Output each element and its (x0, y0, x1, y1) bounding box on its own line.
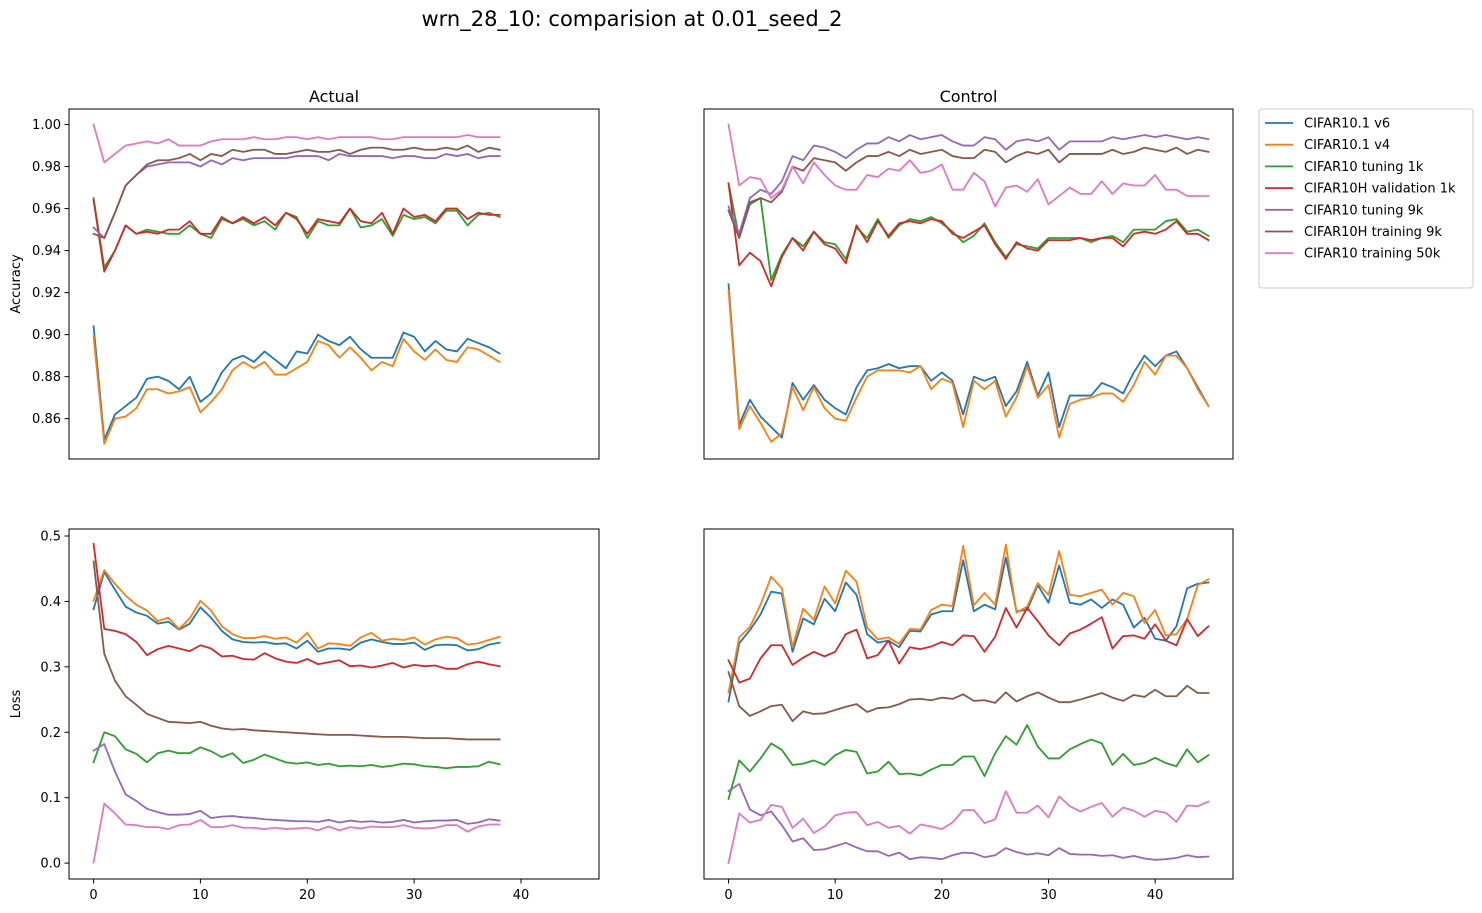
y-tick-label: 0.3 (40, 660, 61, 675)
y-tick-label: 0.0 (40, 857, 61, 872)
legend-box (1258, 108, 1474, 289)
subplot-title: Control (940, 87, 998, 106)
legend-item: CIFAR10 tuning 9k (1265, 203, 1424, 218)
y-tick-label: 0.96 (32, 202, 61, 217)
legend-label: CIFAR10H training 9k (1304, 225, 1442, 240)
y-tick-label: 0.1 (40, 791, 61, 806)
series-line-4 (92, 199, 501, 273)
series-line-4 (727, 607, 1210, 684)
y-tick-label: 0.4 (40, 595, 61, 610)
series-line-6 (727, 670, 1210, 723)
y-axis-label: Loss (9, 690, 24, 719)
series-line-7 (92, 802, 501, 864)
axes-frame (68, 108, 600, 460)
series-line-6 (92, 560, 501, 741)
subplot-title: Actual (309, 87, 359, 106)
series-line-1 (92, 571, 501, 653)
legend-item: CIFAR10 training 50k (1265, 247, 1441, 262)
series-lines (727, 543, 1210, 865)
x-tick-label: 40 (1147, 888, 1164, 903)
y-axis-label: Accuracy (9, 254, 24, 314)
y-tick-label: 0.86 (32, 412, 61, 427)
series-line-6 (727, 146, 1210, 239)
y-tick-label: 0.5 (40, 530, 61, 545)
legend-item: CIFAR10.1 v6 (1265, 117, 1390, 132)
legend: CIFAR10.1 v6 CIFAR10.1 v4 CIFAR10 tuning 1… (1258, 108, 1474, 289)
x-tick-label: 10 (192, 888, 209, 903)
y-tick-label: 0.94 (32, 244, 61, 259)
series-line-2 (92, 569, 501, 650)
legend-label: CIFAR10 tuning 9k (1304, 203, 1424, 218)
series-line-5 (92, 743, 501, 825)
series-line-1 (727, 283, 1210, 439)
series-line-4 (727, 182, 1210, 288)
x-tick-label: 0 (89, 888, 97, 903)
series-line-3 (92, 731, 501, 770)
legend-label: CIFAR10 tuning 1k (1304, 160, 1424, 175)
series-line-6 (92, 144, 501, 239)
x-tick-label: 30 (406, 888, 423, 903)
axes-frame (68, 528, 600, 880)
series-line-5 (727, 783, 1210, 861)
y-tick-label: 1.00 (32, 118, 61, 133)
series-line-7 (727, 123, 1210, 208)
axes-frame (703, 108, 1234, 460)
series-line-7 (727, 790, 1210, 865)
legend-label: CIFAR10H validation 1k (1304, 182, 1456, 197)
subplot-grid: 0.86 0.88 0.90 0.92 0.94 0.96 0.98 1.00 Actual Ac… (9, 87, 1234, 903)
series-lines (92, 542, 501, 864)
y-tick-label: 0.88 (32, 370, 61, 385)
series-line-3 (727, 182, 1210, 281)
y-tick-label: 0.92 (32, 286, 61, 301)
control-loss-panel: 0 10 20 30 40 (703, 528, 1234, 903)
actual-loss-panel: 0.0 0.1 0.2 0.3 0.4 0.5 0 10 20 30 40 Loss (9, 528, 600, 903)
legend-item: CIFAR10 tuning 1k (1265, 160, 1424, 175)
series-line-2 (92, 335, 501, 445)
series-line-4 (92, 542, 501, 670)
x-tick-label: 20 (299, 888, 316, 903)
series-line-7 (92, 123, 501, 164)
axes-frame (703, 528, 1234, 880)
y-tick-label: 0.2 (40, 726, 61, 741)
x-tick-label: 40 (513, 888, 530, 903)
x-tick-label: 10 (827, 888, 844, 903)
figure-title: wrn_28_10: comparision at 0.01_seed_2 (421, 7, 842, 32)
y-tick-label: 0.90 (32, 328, 61, 343)
series-lines (727, 123, 1210, 443)
x-tick-label: 20 (934, 888, 951, 903)
control-accuracy-panel: Control (703, 87, 1234, 460)
series-line-3 (727, 724, 1210, 801)
x-tick-label: 30 (1040, 888, 1057, 903)
legend-item: CIFAR10.1 v4 (1265, 138, 1390, 153)
series-line-5 (727, 134, 1210, 235)
series-line-2 (727, 543, 1210, 694)
legend-label: CIFAR10 training 50k (1304, 247, 1441, 262)
y-tick-label: 0.98 (32, 160, 61, 175)
series-line-5 (92, 153, 501, 239)
series-line-2 (727, 289, 1210, 443)
legend-item: CIFAR10H training 9k (1265, 225, 1442, 240)
series-line-1 (92, 325, 501, 441)
series-line-1 (727, 556, 1210, 703)
legend-label: CIFAR10.1 v6 (1304, 117, 1390, 132)
series-lines (92, 123, 501, 445)
legend-item: CIFAR10H validation 1k (1265, 182, 1456, 197)
x-tick-label: 0 (724, 888, 732, 903)
actual-accuracy-panel: 0.86 0.88 0.90 0.92 0.94 0.96 0.98 1.00 Actual Ac… (9, 87, 600, 460)
legend-label: CIFAR10.1 v4 (1304, 138, 1390, 153)
